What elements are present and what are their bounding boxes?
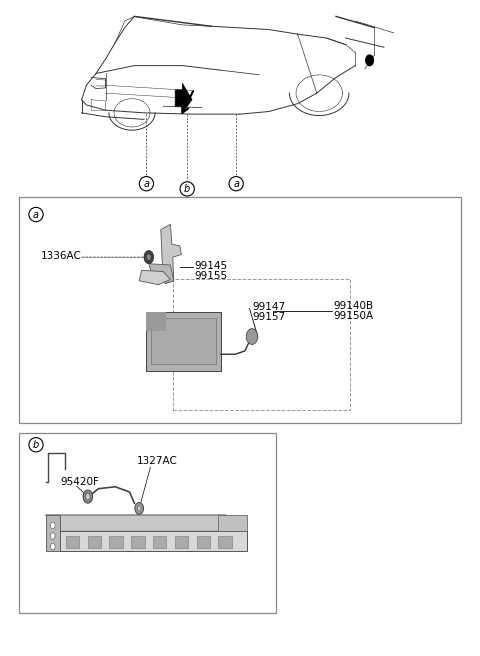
Text: b: b — [184, 184, 191, 194]
Polygon shape — [175, 83, 192, 113]
Bar — [131, 536, 144, 548]
Circle shape — [83, 490, 93, 503]
Polygon shape — [149, 264, 174, 283]
Polygon shape — [139, 270, 170, 285]
Polygon shape — [46, 515, 247, 531]
Text: a: a — [144, 178, 149, 189]
Circle shape — [135, 502, 144, 514]
Text: 99147: 99147 — [252, 302, 285, 312]
Bar — [218, 515, 247, 531]
Text: 1327AC: 1327AC — [137, 455, 178, 466]
Bar — [109, 536, 123, 548]
Text: 95420F: 95420F — [60, 477, 99, 487]
Circle shape — [137, 506, 141, 511]
Bar — [146, 312, 221, 371]
Text: 99145: 99145 — [194, 260, 228, 271]
Text: 99157: 99157 — [252, 312, 285, 322]
Circle shape — [144, 251, 154, 264]
Circle shape — [246, 329, 258, 344]
Circle shape — [50, 543, 55, 550]
Text: a: a — [33, 209, 39, 220]
Circle shape — [85, 493, 90, 500]
Bar — [19, 197, 461, 423]
Circle shape — [366, 55, 373, 66]
Bar — [146, 312, 166, 331]
Bar — [173, 279, 350, 410]
Bar — [19, 433, 276, 613]
Circle shape — [50, 522, 55, 529]
Polygon shape — [46, 515, 60, 551]
Polygon shape — [161, 224, 181, 283]
Circle shape — [50, 533, 55, 539]
Bar — [175, 536, 188, 548]
Bar — [197, 536, 210, 548]
Polygon shape — [60, 531, 247, 551]
Bar — [66, 536, 79, 548]
Text: 99150A: 99150A — [334, 311, 374, 321]
Text: 99155: 99155 — [194, 270, 228, 281]
Circle shape — [146, 254, 151, 260]
Text: 1336AC: 1336AC — [41, 251, 82, 261]
Text: 99140B: 99140B — [334, 301, 374, 312]
Text: a: a — [233, 178, 239, 189]
Bar — [153, 536, 167, 548]
Bar — [218, 536, 232, 548]
Bar — [151, 318, 216, 364]
Text: b: b — [33, 440, 39, 450]
Bar — [87, 536, 101, 548]
